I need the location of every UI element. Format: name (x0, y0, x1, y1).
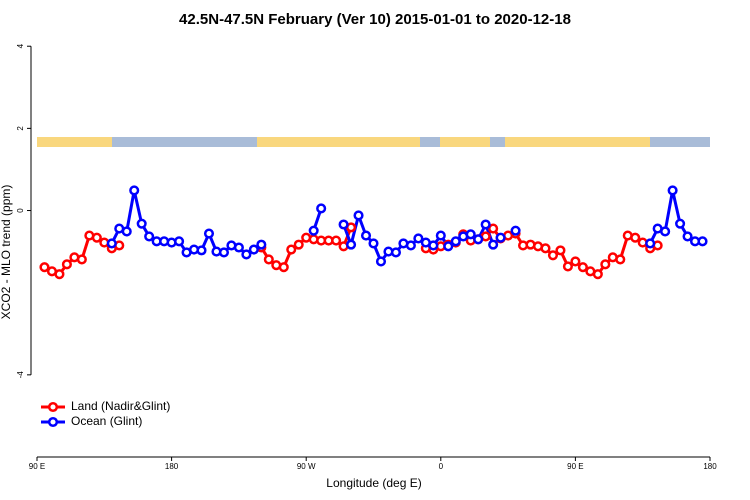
data-point (368, 238, 379, 249)
data-point (129, 185, 140, 196)
data-point (353, 210, 364, 221)
y-tick-label: 4 (16, 43, 25, 48)
x-tick-label: 90 E (567, 462, 583, 471)
data-point (660, 226, 671, 237)
chart-title: 42.5N-47.5N February (Ver 10) 2015-01-01… (179, 11, 571, 28)
data-point (428, 240, 439, 251)
land-strip (440, 137, 490, 147)
data-point (248, 244, 259, 255)
data-point (645, 238, 656, 249)
data-point (331, 235, 342, 246)
data-point (488, 223, 499, 234)
data-point (615, 254, 626, 265)
data-point (592, 269, 603, 280)
x-tick-label: 0 (439, 462, 444, 471)
data-point (316, 203, 327, 214)
data-point (144, 231, 155, 242)
data-point (39, 262, 50, 273)
data-point (286, 244, 297, 255)
data-point (233, 242, 244, 253)
data-point (338, 219, 349, 230)
x-tick-label: 180 (703, 462, 717, 471)
data-point (256, 239, 267, 250)
land-strip (505, 137, 650, 147)
land-strip (37, 137, 112, 147)
data-point (682, 231, 693, 242)
data-point (61, 259, 72, 270)
data-point (435, 230, 446, 241)
data-point (443, 241, 454, 252)
data-point (562, 261, 573, 272)
data-point (278, 262, 289, 273)
data-point (675, 218, 686, 229)
data-point (480, 219, 491, 230)
data-point (450, 236, 461, 247)
data-point (600, 259, 611, 270)
y-tick-label: 2 (16, 126, 25, 131)
land-strip (257, 137, 420, 147)
x-tick-label: 180 (165, 462, 179, 471)
data-point (218, 247, 229, 258)
legend-label: Ocean (Glint) (71, 414, 142, 428)
data-point (293, 239, 304, 250)
data-point (667, 185, 678, 196)
data-point (547, 250, 559, 261)
data-point (495, 232, 506, 243)
data-point (577, 262, 588, 273)
data-point (203, 228, 215, 239)
ocean-strip (490, 137, 505, 147)
data-point (121, 226, 132, 237)
data-point (263, 254, 274, 265)
data-point (405, 240, 416, 251)
y-tick-label: -4 (16, 371, 25, 379)
data-point (390, 247, 401, 258)
data-point (106, 238, 117, 249)
ocean-strip (650, 137, 710, 147)
data-point (630, 232, 641, 243)
x-tick-label: 90 W (297, 462, 316, 471)
x-tick-label: 90 E (29, 462, 45, 471)
data-point (510, 225, 521, 236)
data-point (555, 245, 566, 256)
y-tick-label: 0 (16, 208, 25, 213)
data-point (697, 236, 708, 247)
y-axis-label: XCO2 - MLO trend (ppm) (0, 185, 13, 320)
ocean-strip (420, 137, 440, 147)
data-point (76, 254, 87, 265)
data-point (308, 225, 319, 236)
ocean-strip (112, 137, 257, 147)
land-mask-strip (37, 137, 710, 147)
legend-label: Land (Nadir&Glint) (71, 399, 170, 413)
data-point (54, 269, 65, 280)
data-point (473, 234, 484, 245)
data-point (91, 232, 102, 243)
data-point (488, 239, 499, 250)
data-point (174, 236, 185, 247)
legend-marker (47, 401, 59, 413)
data-point (413, 233, 424, 244)
x-axis-label: Longitude (deg E) (326, 476, 421, 490)
data-point (136, 218, 147, 229)
data-point (360, 230, 372, 241)
legend-marker (47, 416, 59, 428)
data-point (570, 256, 581, 267)
data-point (346, 239, 357, 250)
data-point (465, 229, 476, 240)
data-point (540, 243, 551, 254)
data-point (375, 256, 387, 267)
data-point (196, 245, 207, 256)
data-point (241, 249, 252, 260)
